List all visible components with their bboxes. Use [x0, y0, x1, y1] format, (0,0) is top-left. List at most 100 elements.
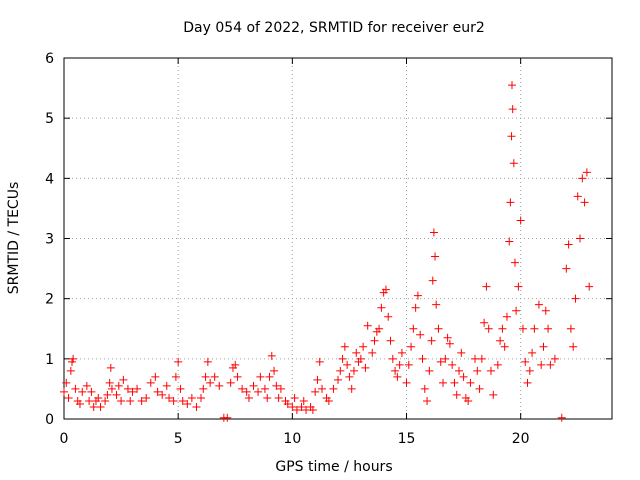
data-point	[471, 354, 479, 363]
data-point	[562, 264, 571, 273]
data-point	[386, 336, 395, 345]
data-point	[393, 372, 402, 381]
data-point	[546, 360, 555, 369]
data-point	[578, 174, 587, 183]
data-point	[283, 399, 292, 408]
data-point	[183, 399, 192, 408]
data-point	[486, 366, 495, 375]
data-point	[493, 360, 502, 369]
data-point	[489, 390, 498, 399]
data-point	[276, 384, 285, 393]
data-point	[564, 240, 573, 249]
data-point	[297, 402, 306, 411]
data-point	[377, 303, 386, 312]
data-point	[506, 198, 515, 207]
data-point	[71, 384, 80, 393]
data-point	[404, 360, 413, 369]
data-point	[165, 393, 174, 402]
data-point	[466, 378, 475, 387]
data-point	[484, 324, 493, 333]
data-point	[431, 252, 440, 261]
data-point	[64, 393, 73, 402]
data-point	[397, 348, 406, 357]
data-point	[107, 384, 116, 393]
data-point	[347, 384, 356, 393]
data-point	[384, 312, 393, 321]
data-point	[500, 342, 509, 351]
data-point	[411, 303, 420, 312]
data-point	[375, 324, 384, 333]
y-tick-label: 4	[45, 171, 54, 187]
data-point	[103, 390, 112, 399]
data-point	[133, 384, 142, 393]
data-point	[452, 390, 461, 399]
data-point	[402, 378, 411, 387]
data-point	[429, 228, 438, 237]
data-point	[361, 363, 370, 372]
data-point	[537, 360, 546, 369]
data-point	[308, 405, 317, 414]
data-point	[518, 324, 527, 333]
data-point	[409, 324, 418, 333]
data-point	[171, 372, 180, 381]
data-point	[75, 399, 84, 408]
data-point	[128, 387, 137, 396]
y-tick-label: 1	[45, 352, 54, 368]
data-point	[226, 378, 235, 387]
data-point	[274, 393, 283, 402]
data-point	[292, 405, 301, 414]
data-point	[496, 336, 505, 345]
data-point	[381, 285, 390, 294]
data-point	[580, 198, 589, 207]
data-point	[509, 159, 518, 168]
data-point	[272, 381, 281, 390]
data-point	[528, 348, 537, 357]
data-point	[87, 387, 96, 396]
data-point	[203, 357, 212, 366]
data-point	[313, 375, 322, 384]
y-tick-label: 6	[45, 51, 54, 67]
data-point	[329, 384, 338, 393]
data-point	[336, 366, 345, 375]
data-point	[363, 321, 372, 330]
data-point	[223, 413, 232, 422]
data-point	[106, 363, 115, 372]
data-point	[356, 354, 365, 363]
data-point	[288, 402, 297, 411]
data-point	[66, 366, 75, 375]
data-point	[459, 372, 468, 381]
data-points	[60, 81, 594, 422]
x-axis-label: GPS time / hours	[275, 459, 392, 475]
data-point	[441, 354, 450, 363]
data-point	[457, 348, 466, 357]
data-point	[201, 372, 210, 381]
data-point	[571, 294, 580, 303]
data-point	[427, 336, 436, 345]
data-point	[443, 333, 452, 342]
data-point	[395, 360, 404, 369]
x-tick-label: 15	[398, 431, 416, 447]
data-point	[112, 390, 121, 399]
data-point	[174, 357, 183, 366]
data-point	[82, 381, 91, 390]
data-point	[158, 390, 167, 399]
axis-tick-labels: 0 5 10 15 20 0 1 2 3 4 5 6	[45, 51, 530, 447]
data-point	[142, 393, 151, 402]
data-point	[302, 405, 311, 414]
data-point	[153, 387, 162, 396]
data-point	[315, 357, 324, 366]
data-point	[448, 360, 457, 369]
data-point	[534, 300, 543, 309]
data-point	[434, 324, 443, 333]
data-point	[126, 396, 135, 405]
data-point	[523, 378, 532, 387]
data-point	[192, 402, 201, 411]
data-point	[370, 336, 379, 345]
data-point	[505, 237, 514, 246]
data-point	[352, 348, 361, 357]
y-tick-label: 0	[45, 412, 54, 428]
data-point	[473, 366, 482, 375]
data-point	[343, 360, 352, 369]
data-point	[299, 396, 308, 405]
data-point	[480, 318, 489, 327]
